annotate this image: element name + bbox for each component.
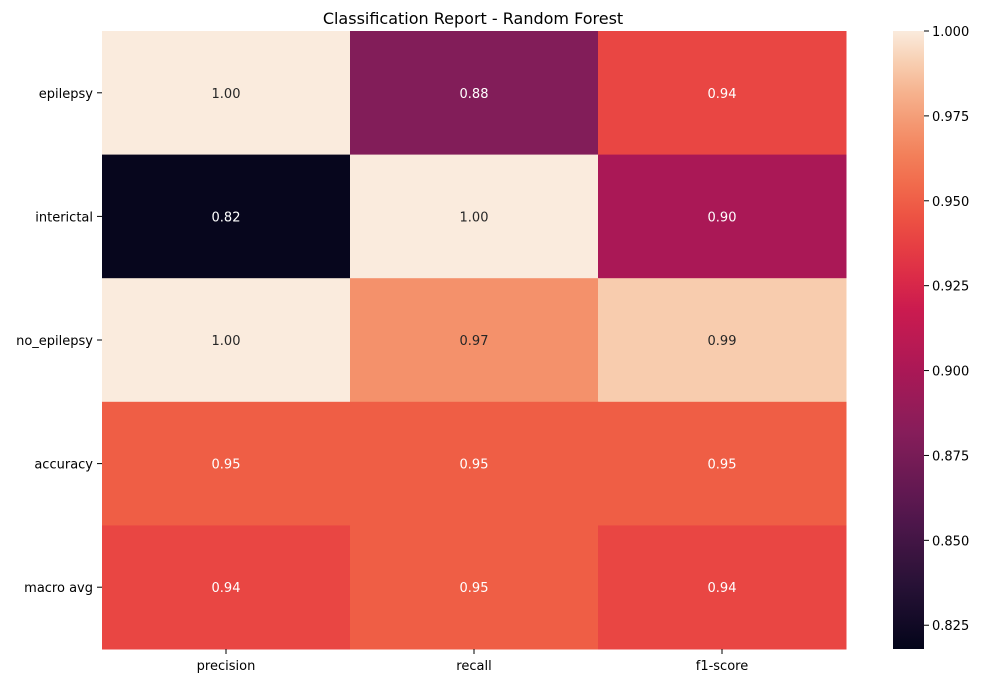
heatmap-cell [598, 401, 847, 526]
cell-value-label: 0.99 [708, 334, 737, 349]
cell-value-label: 0.82 [212, 210, 241, 225]
cell-value-label: 0.94 [708, 87, 737, 102]
heatmap-cell [350, 401, 599, 526]
heatmap-cell [598, 154, 847, 279]
y-tick-label: interictal [35, 210, 93, 225]
heatmap-cell [350, 31, 599, 156]
y-tick-label: epilepsy [39, 87, 93, 102]
colorbar-tick-label: 0.825 [932, 619, 969, 634]
colorbar-tick-label: 0.975 [932, 110, 969, 125]
cell-value-label: 0.88 [460, 87, 489, 102]
x-axis: precision recall f1-score [197, 649, 748, 674]
colorbar-tick-label: 0.900 [932, 365, 969, 380]
cell-value-label: 0.97 [460, 334, 489, 349]
heatmap-cells [102, 31, 847, 650]
cell-value-label: 1.00 [212, 334, 241, 349]
heatmap-cell [350, 154, 599, 279]
cell-value-label: 0.94 [212, 581, 241, 596]
cell-value-label: 0.94 [708, 581, 737, 596]
heatmap-cell [350, 278, 599, 403]
chart-title: Classification Report - Random Forest [323, 9, 623, 28]
cell-value-label: 0.95 [460, 458, 489, 473]
heatmap-cell [102, 31, 351, 156]
colorbar-tick-label: 0.850 [932, 534, 969, 549]
y-tick-label: accuracy [34, 458, 93, 473]
heatmap-cell [102, 401, 351, 526]
colorbar-tick-label: 0.950 [932, 195, 969, 210]
cell-value-label: 0.95 [460, 581, 489, 596]
x-tick-label: precision [197, 659, 256, 674]
heatmap-cell [598, 278, 847, 403]
heatmap-cell [598, 31, 847, 156]
y-tick-label: no_epilepsy [16, 334, 93, 349]
colorbar: 0.825 0.850 0.875 0.900 0.925 0.950 0.975 1.000 [893, 25, 969, 649]
colorbar-tick-label: 0.875 [932, 449, 969, 464]
heatmap-cell [598, 525, 847, 650]
heatmap-cell [102, 525, 351, 650]
x-tick-label: recall [456, 659, 491, 674]
y-axis: epilepsy interictal no_epilepsy accuracy mac… [16, 87, 102, 596]
cell-value-label: 0.90 [708, 210, 737, 225]
cell-value-label: 0.95 [212, 458, 241, 473]
heatmap-cell-labels: 1.00 0.88 0.94 0.82 1.00 0.90 1.00 0.97 0.99 0.95… [212, 87, 737, 596]
colorbar-gradient [893, 31, 924, 649]
heatmap-cell [102, 278, 351, 403]
colorbar-tick-label: 0.925 [932, 280, 969, 295]
cell-value-label: 1.00 [212, 87, 241, 102]
heatmap-cell [350, 525, 599, 650]
cell-value-label: 0.95 [708, 458, 737, 473]
colorbar-tick-label: 1.000 [932, 25, 969, 40]
x-tick-label: f1-score [696, 659, 748, 674]
cell-value-label: 1.00 [460, 210, 489, 225]
heatmap-cell [102, 154, 351, 279]
y-tick-label: macro avg [24, 581, 93, 596]
